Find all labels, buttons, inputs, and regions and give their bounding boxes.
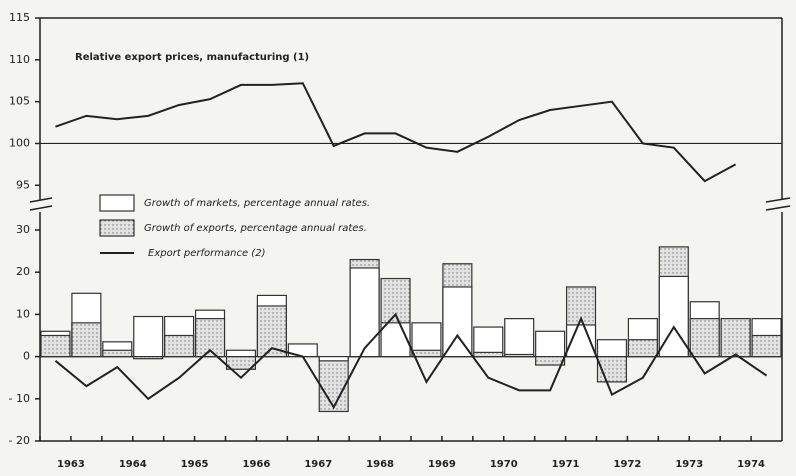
y-tick-label: 95 — [16, 178, 30, 191]
x-tick-label: 1969 — [428, 459, 456, 470]
legend-swatch — [99, 219, 135, 237]
legend-label: Growth of markets, percentage annual rat… — [144, 198, 370, 209]
bar — [164, 334, 195, 358]
legend-label: Export performance (2) — [148, 248, 265, 259]
bar — [411, 349, 442, 358]
bar — [318, 356, 349, 413]
bar — [442, 286, 473, 358]
y-tick-label: - 20 — [9, 434, 30, 447]
y-tick-label: 30 — [16, 223, 30, 236]
bar — [349, 267, 380, 358]
bar — [225, 349, 257, 358]
annotation: Relative export prices, manufacturing (1… — [75, 52, 309, 63]
bar — [504, 318, 535, 358]
y-tick-label: 105 — [9, 95, 30, 108]
x-tick-label: 1974 — [737, 459, 765, 470]
x-tick-label: 1970 — [490, 459, 518, 470]
y-tick-label: - 10 — [9, 392, 30, 405]
bar — [40, 334, 71, 358]
bar — [102, 349, 133, 358]
y-tick-label: 10 — [16, 307, 30, 320]
axis-break — [29, 197, 791, 211]
bar — [627, 339, 658, 358]
bar — [133, 356, 164, 360]
legend-label: Growth of exports, percentage annual rat… — [144, 223, 367, 234]
bar — [504, 353, 535, 358]
bar — [720, 318, 751, 358]
bar — [318, 356, 349, 362]
x-tick-label: 1966 — [242, 459, 270, 470]
bar — [133, 315, 164, 358]
y-tick-label: 20 — [16, 265, 30, 278]
y-tick-label: 0 — [23, 350, 30, 363]
bar — [473, 351, 504, 358]
bar — [380, 322, 411, 358]
legend-swatch — [99, 194, 135, 212]
x-tick-label: 1972 — [613, 459, 641, 470]
bar — [535, 330, 566, 358]
line — [54, 312, 768, 410]
x-tick-label: 1968 — [366, 459, 394, 470]
x-tick-label: 1967 — [304, 459, 332, 470]
x-tick-label: 1965 — [181, 459, 209, 470]
x-tick-label: 1971 — [552, 459, 580, 470]
y-tick-label: 110 — [9, 53, 30, 66]
bar — [689, 318, 720, 358]
bar — [751, 334, 782, 358]
y-tick-label: 100 — [9, 136, 30, 149]
y-tick-label: 115 — [9, 11, 30, 24]
bar — [71, 322, 102, 358]
x-tick-label: 1963 — [57, 459, 85, 470]
line — [55, 82, 737, 183]
x-tick-label: 1973 — [675, 459, 703, 470]
bar — [473, 326, 504, 358]
x-tick-label: 1964 — [119, 459, 147, 470]
bar — [535, 356, 566, 366]
bar — [596, 339, 628, 358]
